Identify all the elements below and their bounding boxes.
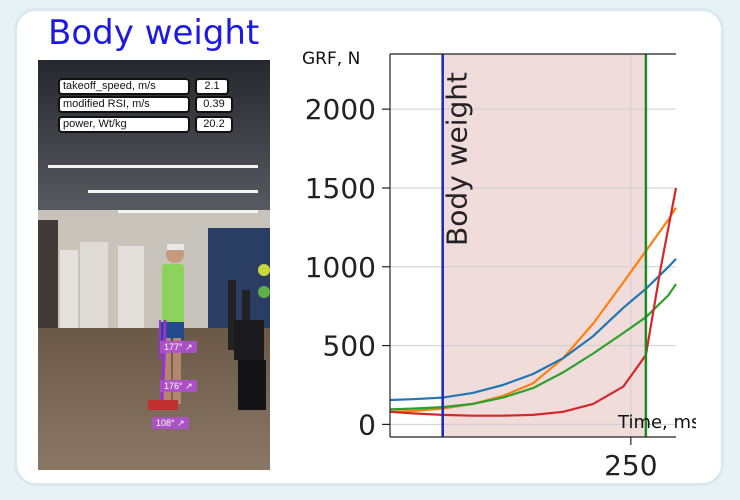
hip-angle-value: 177° (164, 342, 183, 352)
ankle-angle-tag: 108° ↗ (152, 417, 189, 429)
horizontal-gridlines (390, 108, 676, 425)
y-axis-label: GRF, N (302, 49, 360, 69)
x-tick-label-250: 250 (604, 449, 657, 482)
y-tick-label-0: 0 (358, 408, 376, 441)
metric-label-modified-rsi: modified RSI, m/s (58, 96, 190, 113)
ankle-angle-value: 108° (156, 418, 175, 428)
x-axis-label: Time, ms (617, 412, 696, 433)
series-lines (389, 187, 678, 417)
metric-label-power: power, Wt/kg (58, 116, 190, 133)
x-ticks: 250 (604, 437, 658, 482)
series-line-3 (389, 283, 677, 411)
phase-label: Body weight (441, 72, 474, 246)
hip-angle-tag: 177° ↗ (160, 341, 197, 353)
y-tick-label-1500: 1500 (305, 172, 376, 205)
metric-value-takeoff-speed: 2.1 (195, 78, 229, 95)
series-line-4 (389, 187, 678, 417)
knee-angle-value: 176° (164, 381, 183, 391)
metric-value-modified-rsi: 0.39 (195, 96, 233, 113)
knee-angle-tag: 176° ↗ (160, 380, 197, 392)
y-tick-label-2000: 2000 (305, 93, 376, 126)
y-ticks: 0 500 1000 1500 2000 (305, 93, 390, 441)
y-tick-label-500: 500 (323, 330, 376, 363)
page-title: Body weight (48, 13, 260, 53)
metric-label-takeoff-speed: takeoff_speed, m/s (58, 78, 190, 95)
series-line-1 (389, 207, 677, 413)
video-frame: takeoff_speed, m/s 2.1 modified RSI, m/s… (38, 60, 270, 470)
y-tick-label-1000: 1000 (305, 251, 376, 284)
metric-value-power: 20.2 (195, 116, 233, 133)
series-line-2 (389, 258, 677, 402)
